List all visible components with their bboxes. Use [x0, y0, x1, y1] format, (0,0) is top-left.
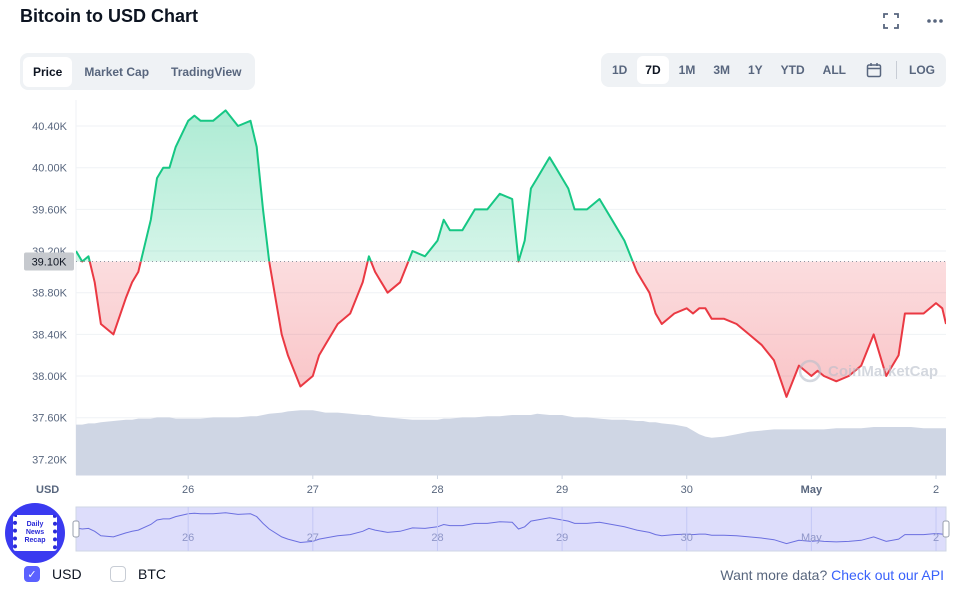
x-tick-label: 27 — [307, 484, 319, 496]
range-1y[interactable]: 1Y — [747, 63, 763, 77]
top-icons — [880, 10, 946, 32]
reference-label-bg — [24, 252, 74, 271]
tab-tradingview[interactable]: TradingView — [171, 64, 242, 79]
price-area-down — [82, 261, 946, 397]
btc-label: BTC — [138, 566, 166, 582]
navigator-tick-label: May — [801, 532, 822, 544]
fullscreen-icon[interactable] — [880, 10, 902, 32]
y-tick-label: 38.80K — [32, 288, 68, 300]
navigator-line — [75, 512, 947, 545]
volume-area — [76, 410, 946, 475]
y-tick-label: 40.00K — [32, 163, 68, 175]
x-tick-label: May — [801, 484, 823, 496]
x-tick-label: 28 — [431, 484, 443, 496]
range-3m[interactable]: 3M — [713, 63, 730, 77]
badge-line-2: News — [25, 529, 45, 536]
daily-news-recap-logo[interactable]: Daily News Recap — [5, 503, 65, 563]
navigator-handle[interactable] — [72, 520, 80, 538]
range-ytd[interactable]: YTD — [780, 63, 805, 77]
navigator-tick-label: 27 — [307, 532, 319, 544]
y-tick-label: 38.40K — [32, 329, 68, 341]
x-tick-label: 26 — [182, 484, 194, 496]
chart-title: Bitcoin to USD Chart — [20, 6, 198, 26]
range-1m[interactable]: 1M — [678, 63, 696, 77]
price-line-down — [81, 261, 946, 398]
api-link[interactable]: Check out our API — [831, 567, 944, 583]
checkmark-icon: ✓ — [24, 566, 40, 582]
x-tick-label: 29 — [556, 484, 568, 496]
navigator-tick-label: 29 — [556, 532, 568, 544]
reference-label: 39.10K — [32, 256, 68, 268]
navigator-tick-label: 26 — [182, 532, 194, 544]
y-tick-label: 37.60K — [32, 413, 68, 425]
price-line-up — [76, 109, 634, 262]
watermark-logo-icon — [798, 359, 822, 383]
log-scale-toggle[interactable]: LOG — [909, 63, 935, 77]
badge-line-1: Daily — [26, 521, 44, 528]
calendar-icon[interactable] — [856, 56, 892, 84]
range-1d[interactable]: 1D — [611, 63, 628, 77]
x-tick-label: 2 — [933, 484, 939, 496]
tab-price[interactable]: Price — [23, 56, 73, 87]
badge-line-3: Recap — [24, 537, 46, 544]
currency-axis-label: USD — [36, 484, 59, 496]
y-tick-label: 39.60K — [32, 204, 68, 216]
navigator-handle[interactable] — [942, 520, 950, 538]
range-all[interactable]: ALL — [822, 63, 846, 77]
more-data-prompt: Want more data? — [720, 567, 828, 583]
tab-market-cap[interactable]: Market Cap — [84, 64, 150, 79]
usd-checkbox[interactable]: ✓ USD — [24, 566, 82, 582]
more-data-text: Want more data? Check out our API — [720, 567, 944, 583]
range-7d[interactable]: 7D — [637, 56, 669, 84]
price-chart[interactable]: 40.40K40.00K39.60K39.20K38.80K38.40K38.0… — [0, 95, 976, 555]
watermark-text: CoinMarketCap — [828, 363, 938, 380]
y-tick-label: 38.00K — [32, 371, 68, 383]
navigator-tick-label: 28 — [431, 532, 443, 544]
time-range-selector: 1D 7D 1M 3M 1Y YTD ALL LOG — [600, 53, 946, 87]
price-area-up — [76, 110, 946, 262]
navigator-tick-label: 2 — [933, 532, 939, 544]
y-tick-label: 37.20K — [32, 454, 68, 466]
x-tick-label: 30 — [681, 484, 693, 496]
btc-checkbox[interactable]: BTC — [110, 566, 166, 582]
more-options-icon[interactable] — [924, 10, 946, 32]
checkbox-empty-icon — [110, 566, 126, 582]
chart-type-tabs: Price Market Cap TradingView — [20, 53, 255, 90]
navigator-band — [75, 506, 947, 552]
range-divider — [896, 61, 897, 79]
usd-label: USD — [52, 566, 82, 582]
navigator-tick-label: 30 — [681, 532, 693, 544]
chart-footer: ✓ USD BTC Want more data? Check out our … — [0, 560, 976, 590]
y-tick-label: 40.40K — [32, 121, 68, 133]
